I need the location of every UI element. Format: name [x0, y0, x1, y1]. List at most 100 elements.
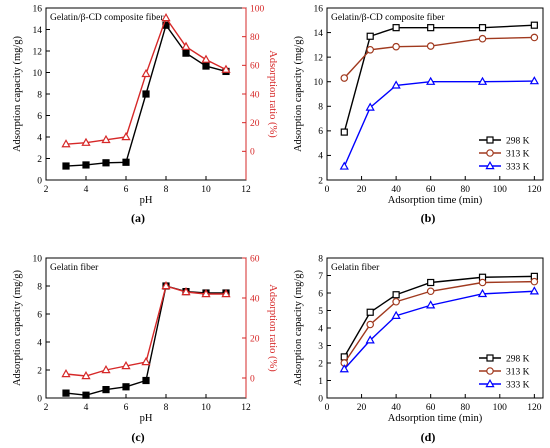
y-axis-title: Adsorption capacity (mg/g) [293, 35, 304, 152]
data-point [82, 161, 90, 169]
x-tick-label: 2 [44, 185, 49, 195]
data-point [427, 24, 435, 32]
data-point [201, 54, 211, 63]
chart-panel-d: 0 20 40 60 80 100 120 0 1 2 3 4 5 6 7 8 Adsorption time … [293, 254, 544, 444]
y-tick-label: 10 [314, 78, 324, 88]
legend-label: 298 K [506, 354, 530, 364]
y-tick-label: 6 [318, 289, 323, 299]
x-axis-title: pH [140, 413, 153, 424]
y-tick-label: 2 [37, 155, 42, 165]
data-point [102, 386, 110, 394]
data-point [426, 287, 435, 296]
x-tick-label: 0 [325, 403, 330, 413]
data-point [427, 278, 435, 287]
y2-tick-label: 100 [250, 4, 265, 14]
data-point [529, 76, 539, 85]
data-point [121, 131, 131, 141]
y-tick-label: 10 [33, 69, 43, 79]
x-tick-label: 8 [164, 403, 169, 413]
x-tick-label: 12 [241, 403, 251, 413]
data-point [61, 368, 71, 378]
x-tick-label: 8 [164, 185, 169, 195]
data-point [478, 278, 487, 287]
data-point [61, 139, 71, 148]
y-tick-label: 4 [37, 133, 42, 143]
data-point [392, 24, 400, 32]
data-point [426, 300, 436, 309]
panel-inset-title: Gelatin fiber [50, 262, 99, 273]
data-point [161, 13, 171, 22]
data-point [340, 74, 349, 82]
data-point [101, 134, 111, 144]
chart-panel-a: 2 4 6 8 10 120246810121416020406080100pHAdsor… [12, 4, 278, 225]
legend-marker [485, 160, 495, 170]
data-point [122, 158, 130, 166]
y2-axis-title: Adsorption ratio (%) [267, 50, 278, 138]
x-tick-label: 100 [493, 185, 508, 195]
legend-marker [486, 149, 494, 157]
x-tick-label: 40 [391, 185, 401, 195]
panel-label: (c) [131, 430, 144, 444]
legend-marker [486, 136, 494, 144]
data-point [182, 49, 190, 57]
data-point [392, 42, 400, 51]
data-point [477, 288, 488, 298]
data-point [366, 45, 375, 54]
data-point [478, 34, 487, 43]
x-tick-label: 10 [201, 185, 211, 195]
data-point [391, 310, 401, 319]
y2-tick-label: 20 [250, 334, 260, 344]
data-point [181, 41, 191, 50]
data-point [477, 76, 488, 85]
y-tick-label: 16 [314, 4, 324, 14]
panel-inset-title: Gelatin/β-CD composite fiber [50, 12, 164, 23]
panel-label: (d) [421, 430, 436, 444]
y-tick-label: 2 [318, 359, 323, 369]
y2-tick-label: 0 [250, 148, 255, 158]
legend-label: 298 K [506, 136, 530, 146]
data-point [366, 320, 375, 329]
x-axis-title: pH [140, 195, 153, 206]
data-point [81, 137, 91, 146]
data-point [366, 32, 374, 40]
y-tick-label: 7 [318, 272, 323, 282]
y-axis-title: Adsorption capacity (mg/g) [12, 35, 23, 152]
x-tick-label: 2 [44, 403, 49, 413]
panel-inset-title: Gelatin/β-CD composite fiber [331, 12, 445, 23]
x-tick-label: 4 [84, 185, 89, 195]
data-point [142, 90, 150, 98]
y2-tick-label: 80 [250, 33, 260, 43]
y-tick-label: 0 [318, 394, 323, 404]
y2-tick-label: 40 [250, 90, 260, 100]
y-tick-label: 6 [318, 127, 323, 137]
data-point [392, 291, 400, 299]
x-tick-label: 20 [357, 185, 367, 195]
y2-tick-label: 60 [250, 254, 260, 264]
y-tick-label: 6 [37, 310, 42, 320]
data-point [529, 286, 539, 295]
legend-marker [486, 354, 494, 362]
y-tick-label: 2 [37, 366, 42, 376]
data-point [530, 277, 539, 286]
data-point [141, 68, 151, 78]
chart-panel-b: 0 20 40 60 80 100 120 2 4 6 8 10 12 14 16 Adsorption ti… [293, 4, 544, 225]
y-tick-label: 12 [314, 53, 324, 63]
data-point [426, 76, 436, 85]
y-tick-label: 8 [37, 282, 42, 292]
plot-frame [326, 7, 544, 181]
series-line-1 [343, 36, 535, 79]
data-point [161, 280, 171, 290]
data-point [82, 391, 90, 399]
series-line-0 [343, 275, 535, 358]
data-point [181, 286, 191, 296]
data-point [366, 308, 374, 316]
data-point [81, 370, 91, 380]
panel-label: (a) [131, 211, 145, 225]
series-line-2 [343, 290, 535, 370]
legend-label: 333 K [506, 380, 530, 390]
x-tick-label: 120 [527, 185, 542, 195]
legend-label: 313 K [506, 149, 530, 159]
y-tick-label: 1 [318, 377, 323, 387]
